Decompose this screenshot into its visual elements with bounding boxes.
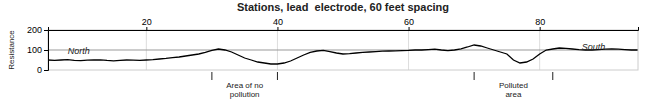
tick: 0 [37,65,48,75]
span-label-line: pollution [230,90,260,99]
tick: 20 [142,17,152,30]
chart: 20 40 60 80 0 100 200 Stations, lead electrode,… [0,0,650,108]
span-label-line: area [505,90,522,99]
y-axis-title: Resistance [7,30,16,70]
axis-line [49,27,639,31]
tick-mark [277,27,278,30]
span-label: Pollutedarea [499,81,528,99]
tick-mark [540,27,541,30]
tick-mark [44,30,48,31]
tick-label: 60 [404,17,414,27]
span-marker [211,72,212,80]
title: Stations, lead electrode, 60 feet spacin… [237,1,449,13]
tick-label: 40 [273,17,283,27]
x-axis: 20 40 60 80 [49,17,639,31]
tick-label: 100 [27,45,42,55]
tick-label: 0 [37,65,42,75]
tick-label: 20 [142,17,152,27]
tick-mark [44,50,48,51]
span-label-line: Area of no [226,81,263,90]
data-line [48,45,638,64]
tick: 200 [27,25,48,35]
axis-line [44,31,49,71]
annotation: South [582,42,606,52]
y-axis: 0 100 200 [27,25,49,75]
plot-frame [48,30,638,70]
tick: 40 [273,17,283,30]
tick: 60 [404,17,414,30]
tick-label: 200 [27,25,42,35]
span-marker [474,72,475,80]
plot-area [48,45,638,64]
tick: 80 [535,17,545,30]
annotation: North [68,46,90,56]
span-marker [277,72,278,80]
span-marker [552,72,553,80]
tick-label: 80 [535,17,545,27]
tick-mark [146,27,147,30]
span-label: Area of nopollution [226,81,263,99]
tick: 100 [27,45,48,55]
span-label-line: Polluted [499,81,528,90]
tick-mark [44,70,48,71]
tick-mark [409,27,410,30]
